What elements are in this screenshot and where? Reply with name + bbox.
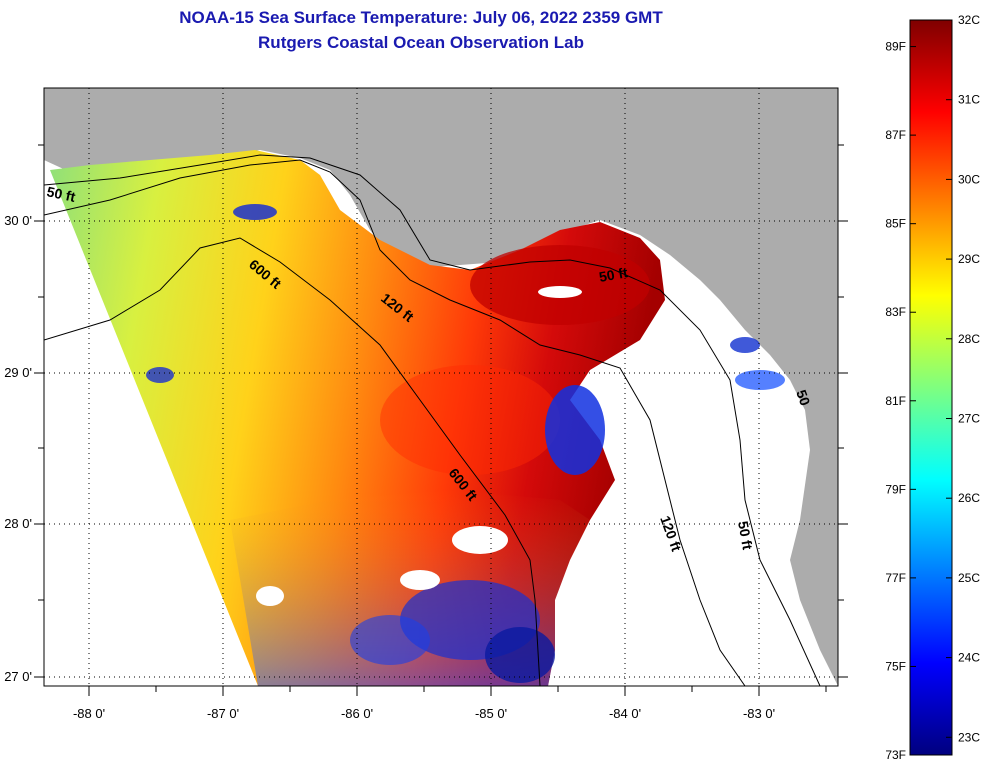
lon-tick-label: -85 0' [475, 706, 507, 721]
map-area: 50 ft 600 ft 120 ft 50 ft 600 ft 120 ft … [44, 88, 838, 686]
colorbar-c-label: 26C [958, 491, 980, 505]
lon-tick-label: -86 0' [341, 706, 373, 721]
lon-tick-label: -83 0' [743, 706, 775, 721]
lat-tick-label: 30 0' [4, 213, 32, 228]
cloud-gap-2 [452, 526, 508, 554]
cloud-gap-3 [400, 570, 440, 590]
contour-label-50ft-west: 50 ft [45, 183, 77, 205]
contour-label-50ft-bigbend: 50 ft [598, 264, 629, 285]
colorbar-celsius-labels: 32C 31C 30C 29C 28C 27C 26C 25C 24C 23C [958, 13, 980, 744]
warm-core-central [380, 365, 560, 475]
cold-patch-east [545, 385, 605, 475]
colorbar-ticks [910, 19, 952, 756]
lon-tick-label: -88 0' [73, 706, 105, 721]
contour-120ft [44, 159, 746, 686]
colorbar-c-label: 23C [958, 730, 980, 744]
bathymetry-contours [44, 154, 821, 686]
title-line-1: NOAA-15 Sea Surface Temperature: July 06… [179, 8, 663, 27]
colorbar-c-label: 24C [958, 651, 980, 665]
colorbar [909, 19, 953, 756]
colorbar-c-label: 32C [958, 13, 980, 27]
colorbar-f-label: 73F [885, 748, 906, 762]
colorbar-f-label: 79F [885, 482, 906, 496]
contour-600ft [44, 237, 541, 686]
lat-tick-label: 28 0' [4, 516, 32, 531]
colorbar-c-label: 25C [958, 571, 980, 585]
cold-patch-sw [485, 627, 555, 683]
colorbar-f-label: 83F [885, 305, 906, 319]
warm-core-ne [470, 245, 650, 325]
contour-label-50ft-coast: 50 [793, 388, 813, 408]
colorbar-f-label: 89F [885, 40, 906, 54]
cold-spot-coast2 [730, 337, 760, 353]
colorbar-c-label: 27C [958, 411, 980, 425]
lat-tick-label: 27 0' [4, 669, 32, 684]
colorbar-f-label: 87F [885, 128, 906, 142]
contour-label-50ft-south: 50 ft [735, 520, 756, 551]
cold-patch-s2 [350, 615, 430, 665]
lat-tick-label: 29 0' [4, 365, 32, 380]
cold-spot-west [146, 367, 174, 383]
cloud-gap-1 [538, 286, 582, 298]
colorbar-fahrenheit-labels: 89F 87F 85F 83F 81F 79F 77F 75F 73F [885, 40, 906, 762]
colorbar-c-label: 28C [958, 332, 980, 346]
title-line-2: Rutgers Coastal Ocean Observation Lab [258, 33, 584, 52]
colorbar-f-label: 85F [885, 217, 906, 231]
cold-spot-nw [233, 204, 277, 220]
colorbar-c-label: 30C [958, 172, 980, 186]
lon-tick-label: -87 0' [207, 706, 239, 721]
lon-tick-label: -84 0' [609, 706, 641, 721]
cold-spot-coast [735, 370, 785, 390]
colorbar-f-label: 77F [885, 571, 906, 585]
colorbar-c-label: 31C [958, 93, 980, 107]
colorbar-f-label: 81F [885, 394, 906, 408]
contour-50ft [44, 154, 821, 686]
axis-ticks [34, 144, 848, 696]
map-frame [43, 87, 839, 687]
colorbar-c-label: 29C [958, 252, 980, 266]
cloud-gap-4 [256, 586, 284, 606]
colorbar-f-label: 75F [885, 659, 906, 673]
